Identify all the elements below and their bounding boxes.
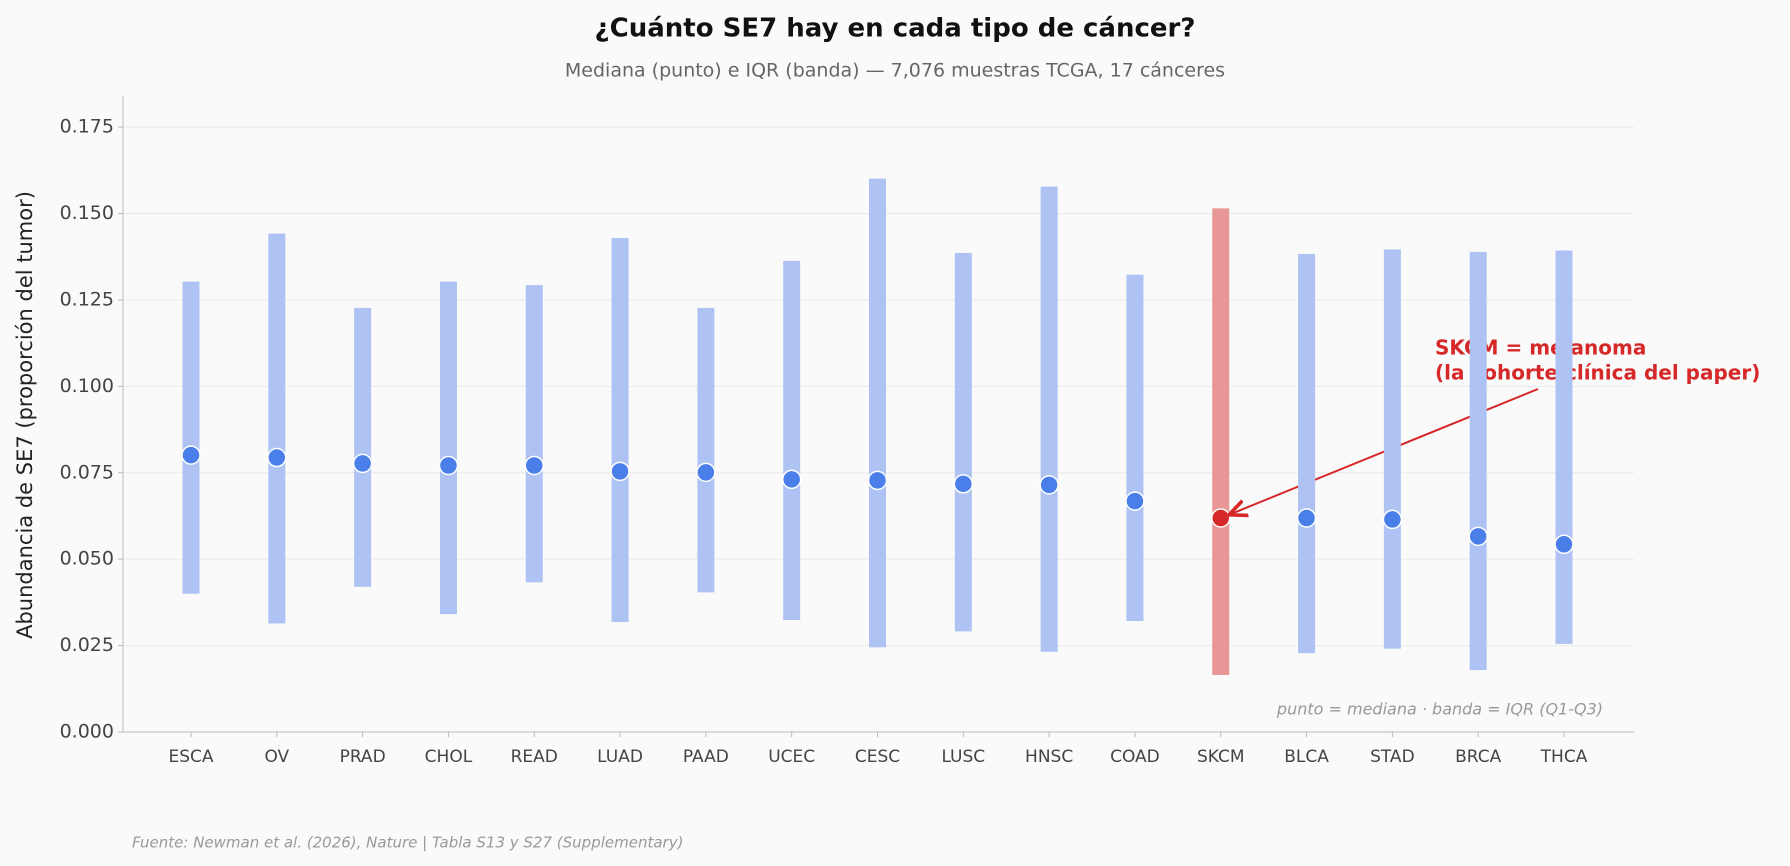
median-point bbox=[438, 455, 459, 476]
iqr-band bbox=[268, 233, 286, 624]
chart-title: ¿Cuánto SE7 hay en cada tipo de cáncer? bbox=[595, 14, 1196, 44]
iqr-band bbox=[525, 285, 543, 583]
median-point bbox=[781, 469, 802, 490]
y-tick-label: 0.075 bbox=[60, 461, 114, 483]
iqr-band bbox=[697, 307, 715, 593]
note: punto = mediana · banda = IQR (Q1-Q3) bbox=[1276, 700, 1603, 719]
iqr-band bbox=[1040, 186, 1058, 652]
x-tick-label: LUSC bbox=[941, 747, 985, 767]
iqr-band bbox=[439, 281, 457, 615]
annotation: (la cohorte clínica del paper) bbox=[1435, 361, 1760, 385]
x-tick-label: LUAD bbox=[597, 747, 643, 767]
median-point bbox=[352, 453, 373, 474]
median-point bbox=[610, 461, 630, 482]
y-tick-label: 0.150 bbox=[60, 202, 114, 224]
median-point bbox=[524, 455, 544, 476]
source: Fuente: Newman et al. (2026), Nature | T… bbox=[132, 834, 683, 852]
median-point bbox=[1039, 475, 1059, 495]
iqr-band bbox=[1469, 251, 1487, 671]
y-tick-label: 0.000 bbox=[60, 721, 114, 743]
iqr-band bbox=[354, 307, 372, 587]
chart-subtitle: Mediana (punto) e IQR (banda) — 7,076 mu… bbox=[565, 60, 1225, 82]
x-tick-label: COAD bbox=[1110, 747, 1160, 767]
iqr-band bbox=[1383, 249, 1401, 649]
x-tick-label: BRCA bbox=[1455, 747, 1501, 767]
y-tick-label: 0.125 bbox=[60, 288, 114, 310]
median-point bbox=[181, 445, 201, 465]
median-point bbox=[953, 474, 974, 494]
x-tick-label: CESC bbox=[855, 747, 900, 767]
median-point bbox=[267, 447, 287, 468]
x-tick-label: OV bbox=[264, 747, 289, 767]
median-point bbox=[696, 462, 716, 483]
annotation: SKCM = melanoma bbox=[1435, 336, 1646, 360]
iqr-band bbox=[869, 178, 886, 648]
iqr-band bbox=[783, 260, 801, 621]
x-tick-label: BLCA bbox=[1284, 747, 1329, 767]
x-tick-label: CHOL bbox=[425, 747, 473, 767]
median-point bbox=[1468, 526, 1488, 547]
y-tick-label: 0.025 bbox=[60, 634, 114, 656]
iqr-band bbox=[954, 252, 972, 632]
median-point bbox=[1211, 508, 1231, 528]
x-tick-label: READ bbox=[511, 747, 558, 767]
y-tick-label: 0.175 bbox=[60, 116, 114, 138]
x-tick-label: THCA bbox=[1540, 747, 1588, 767]
iqr-band bbox=[1126, 274, 1144, 622]
median-point bbox=[1125, 491, 1145, 511]
y-axis-label: Abundancia de SE7 (proporción del tumor) bbox=[13, 191, 37, 639]
median-point bbox=[867, 470, 888, 491]
x-tick-label: ESCA bbox=[168, 747, 213, 767]
y-tick-label: 0.100 bbox=[60, 375, 114, 397]
x-tick-label: SKCM bbox=[1197, 747, 1245, 767]
iqr-band bbox=[1212, 208, 1230, 675]
iqr-band bbox=[182, 281, 200, 594]
x-tick-label: PRAD bbox=[340, 747, 386, 767]
median-point bbox=[1382, 509, 1403, 530]
iqr-band bbox=[611, 238, 629, 623]
x-tick-label: UCEC bbox=[768, 747, 815, 767]
x-tick-label: HNSC bbox=[1025, 747, 1073, 767]
y-tick-label: 0.050 bbox=[60, 548, 114, 570]
median-point bbox=[1296, 508, 1317, 528]
iqr-band bbox=[1298, 253, 1316, 654]
median-point bbox=[1554, 534, 1574, 555]
x-tick-label: PAAD bbox=[683, 747, 729, 767]
x-tick-label: STAD bbox=[1370, 747, 1415, 767]
iqr-band bbox=[1555, 250, 1573, 644]
